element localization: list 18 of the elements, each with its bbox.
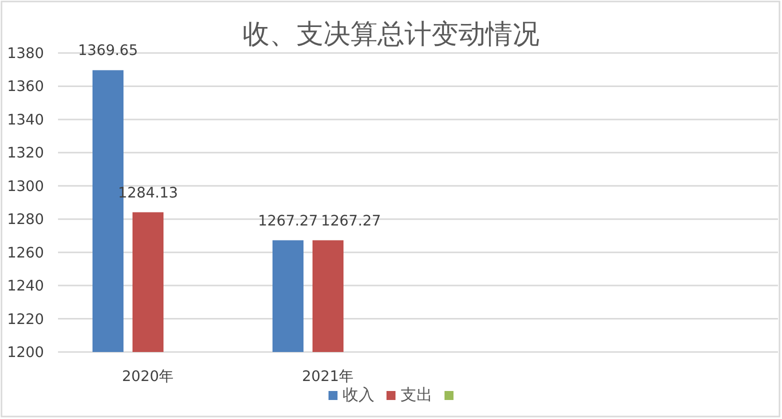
legend-label: 支出 bbox=[400, 387, 432, 404]
data-label: 1369.65 bbox=[78, 43, 138, 60]
legend-label: 收入 bbox=[342, 387, 374, 404]
y-tick-label: 1280 bbox=[7, 212, 44, 228]
y-tick-label: 1300 bbox=[7, 178, 44, 195]
chart-title: 收、支决算总计变动情况 bbox=[242, 19, 540, 49]
y-tick-label: 1220 bbox=[7, 312, 44, 328]
x-tick-label: 2020年 bbox=[122, 369, 174, 385]
y-tick-label: 1320 bbox=[7, 146, 44, 162]
y-tick-label: 1360 bbox=[7, 79, 44, 96]
x-tick-label: 2021年 bbox=[302, 369, 354, 385]
y-tick-label: 1240 bbox=[7, 278, 44, 295]
y-tick-label: 1260 bbox=[7, 245, 44, 262]
data-label: 1267.27 bbox=[320, 213, 381, 230]
y-tick-label: 1340 bbox=[7, 112, 44, 128]
y-tick-label: 1200 bbox=[7, 345, 44, 361]
data-label: 1267.27 bbox=[258, 213, 318, 230]
y-tick-label: 1380 bbox=[7, 46, 44, 62]
